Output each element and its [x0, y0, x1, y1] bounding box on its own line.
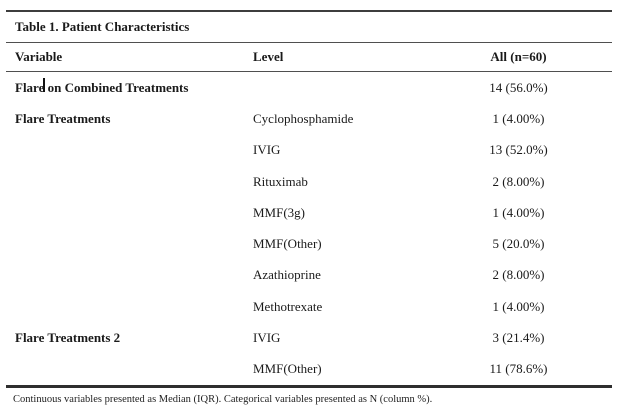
cell-value: 2 (8.00%)	[492, 173, 545, 189]
table-row: Flare Treatments Cyclophosphamide 1 (4.0…	[6, 103, 612, 134]
cell-level: Rituximab	[253, 173, 308, 189]
cell-value: 11 (78.6%)	[489, 361, 548, 377]
text-cursor	[43, 78, 45, 92]
cell-level: MMF(Other)	[253, 236, 322, 252]
cell-level: MMF(Other)	[253, 361, 322, 377]
table-header-row: Variable Level All (n=60)	[6, 43, 612, 72]
table-row: MMF(3g) 1 (4.00%)	[6, 197, 612, 228]
cell-variable: Flare Treatments 2	[15, 330, 121, 346]
cell-value: 1 (4.00%)	[492, 204, 545, 220]
table-body: Flare on Combined Treatments 14 (56.0%) …	[6, 72, 612, 385]
cell-value: 3 (21.4%)	[492, 330, 545, 346]
cell-level: IVIG	[253, 142, 281, 158]
cell-level: IVIG	[253, 330, 281, 346]
cell-level: Azathioprine	[253, 267, 321, 283]
column-header-all: All (n=60)	[490, 49, 547, 64]
table-title: Table 1. Patient Characteristics	[6, 12, 612, 43]
cell-value: 1 (4.00%)	[492, 110, 545, 126]
table-row: Flare on Combined Treatments 14 (56.0%)	[6, 72, 612, 103]
table-row: Methotrexate 1 (4.00%)	[6, 291, 612, 322]
cell-level: Cyclophosphamide	[253, 110, 354, 126]
table-row: Flare Treatments 2 IVIG 3 (21.4%)	[6, 322, 612, 353]
cell-level: MMF(3g)	[253, 204, 306, 220]
table-row: IVIG 13 (52.0%)	[6, 135, 612, 166]
cell-level: Methotrexate	[253, 298, 323, 314]
cell-value: 13 (52.0%)	[489, 142, 548, 158]
cell-variable: Flare Treatments	[15, 110, 111, 126]
column-header-level: Level	[253, 49, 284, 64]
cell-value: 14 (56.0%)	[489, 79, 548, 95]
patient-characteristics-table: Table 1. Patient Characteristics Variabl…	[6, 10, 612, 388]
table-row: Rituximab 2 (8.00%)	[6, 166, 612, 197]
cell-value: 5 (20.0%)	[492, 236, 545, 252]
cell-value: 1 (4.00%)	[492, 298, 545, 314]
table-footnote: Continuous variables presented as Median…	[13, 393, 433, 405]
cell-variable: Flare on Combined Treatments	[15, 79, 189, 95]
column-header-variable: Variable	[15, 49, 63, 64]
table-row: MMF(Other) 5 (20.0%)	[6, 228, 612, 259]
cell-value: 2 (8.00%)	[492, 267, 545, 283]
table-row: MMF(Other) 11 (78.6%)	[6, 354, 612, 385]
table-row: Azathioprine 2 (8.00%)	[6, 260, 612, 291]
